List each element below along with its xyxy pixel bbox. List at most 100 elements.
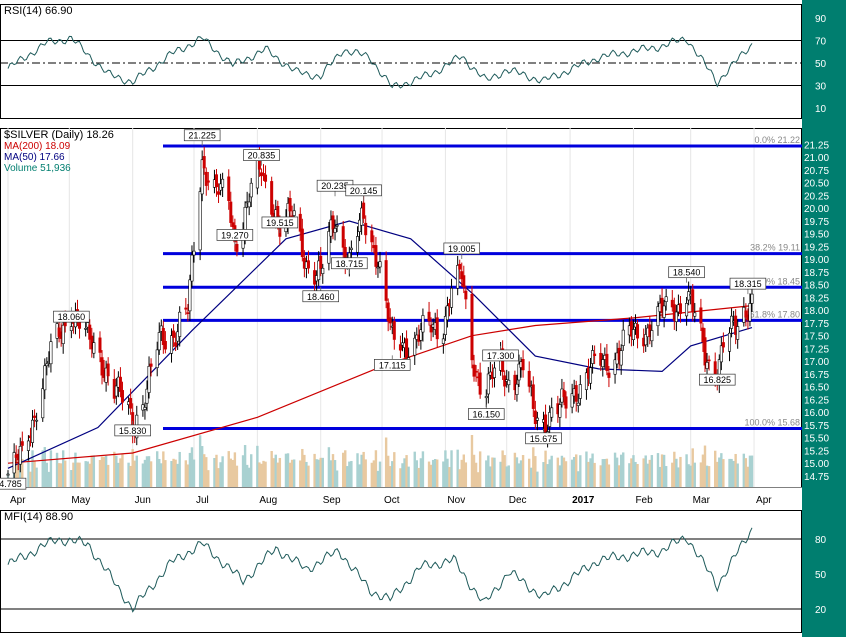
candle-body (20, 441, 24, 446)
volume-bar (628, 463, 631, 487)
annotation-label: 18.715 (336, 259, 364, 269)
candle-body (298, 213, 302, 232)
volume-bar (550, 455, 553, 487)
candle-body (145, 388, 149, 404)
volume-bar (605, 458, 609, 487)
candle-body (548, 412, 552, 427)
annotation-box (668, 266, 705, 279)
candle-body (736, 326, 740, 340)
annotation-label: 20.835 (248, 151, 276, 161)
volume-bar (544, 450, 547, 487)
volume-bar (689, 465, 692, 487)
volume-bar (714, 450, 717, 487)
rsi-line (7, 35, 753, 89)
fib-lines: 0.0% 21.22 38.2% 19.11 50.0% 18.45 61.8% 17… (163, 135, 802, 431)
candle-body (362, 202, 366, 219)
volume-bar (31, 450, 34, 487)
annotation-box (261, 216, 299, 229)
volume-bar (344, 450, 347, 487)
volume-bar (701, 454, 705, 487)
volume-bar (262, 460, 265, 487)
volume-bar (736, 463, 739, 487)
fib-label: 50.0% 18.45 (749, 276, 800, 286)
candle-body (319, 255, 323, 269)
volume-bar (685, 454, 688, 487)
candle-body (188, 279, 192, 312)
volume-bar (450, 450, 453, 487)
candle-body (570, 393, 574, 408)
volume-bar (501, 450, 504, 487)
candle-body (341, 226, 345, 248)
volume-bar (487, 455, 490, 487)
volume-bar (572, 456, 576, 487)
volume-bar (415, 460, 418, 487)
annotation-label: 14.785 (0, 479, 22, 489)
volume-bar (272, 458, 275, 487)
volume-bar (57, 463, 61, 487)
annotation-label: 15.830 (119, 426, 147, 436)
candle-body (231, 222, 235, 228)
mfi-tick: 20 (815, 605, 827, 616)
fib-label: 61.8% 17.80 (749, 309, 800, 319)
price-tick: 14.75 (804, 472, 829, 483)
ma50-line (7, 220, 753, 469)
candle-body (18, 446, 22, 465)
volume-bar (203, 454, 206, 487)
candle-body (662, 305, 666, 318)
candle-body (470, 293, 474, 361)
candle-body (593, 353, 597, 357)
volume-bar (407, 466, 410, 487)
annotation-box (345, 184, 382, 197)
rsi-tick: 70 (815, 37, 827, 48)
moving-averages (7, 220, 753, 469)
candle-body (270, 181, 274, 215)
candle-body (184, 307, 188, 310)
volume-bar (542, 462, 545, 487)
candle-body (163, 340, 167, 350)
volume-bar (446, 458, 449, 487)
candle-body (584, 372, 588, 390)
volume-bar (245, 464, 249, 487)
candle-body (564, 396, 568, 409)
volume-bars (6, 435, 754, 487)
volume-bar (247, 467, 251, 487)
candle-body (200, 159, 204, 195)
volume-bar (47, 471, 51, 487)
volume-bar (156, 451, 159, 487)
volume-bar (307, 465, 310, 487)
volume-bar (207, 470, 210, 487)
candle-body (691, 289, 695, 312)
volume-bar (517, 463, 521, 487)
volume-bar (399, 468, 402, 487)
volume-bar (288, 462, 292, 487)
candle-body (507, 379, 511, 386)
volume-bar (160, 463, 163, 487)
candle-body (550, 407, 554, 418)
annotation-label: 18.315 (734, 279, 762, 289)
candle-body (149, 363, 153, 367)
volume-bar (346, 466, 349, 487)
volume-bar (579, 455, 582, 487)
volume-bar (472, 454, 476, 487)
volume-bar (33, 460, 36, 487)
volume-bar (718, 457, 721, 487)
volume-bar (188, 452, 192, 487)
volume-bar (106, 464, 110, 487)
volume-bar (41, 450, 44, 487)
candle-body (321, 267, 325, 274)
volume-bar (303, 454, 306, 487)
price-tick: 18.00 (804, 306, 829, 317)
legend-item: $SILVER (Daily) 18.26 (4, 129, 114, 141)
candle-body (118, 376, 122, 392)
candle-body (235, 243, 239, 252)
candle-body (531, 384, 535, 409)
candle-body (515, 383, 519, 395)
price-tick: 15.25 (804, 446, 829, 457)
volume-bar (21, 458, 24, 487)
price-tick: 19.50 (804, 230, 829, 241)
volume-bar (436, 459, 439, 487)
candle-body (190, 254, 194, 282)
volume-bar (104, 455, 108, 487)
volume-bar (127, 462, 130, 487)
